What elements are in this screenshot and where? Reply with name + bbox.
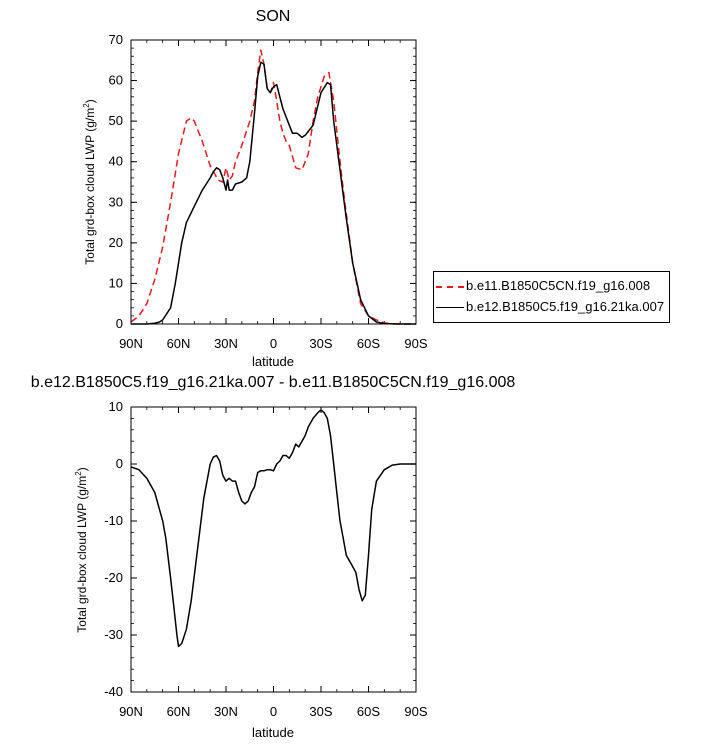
bottom-y-ticks: -40 -30 -20 -10 0 10 xyxy=(104,399,416,699)
top-x-axis-label: latitude xyxy=(252,354,294,369)
bottom-series-group xyxy=(130,409,416,648)
y-tick-label: 10 xyxy=(109,399,123,414)
top-series-line-0 xyxy=(130,49,416,325)
top-y-axis-label: Total grd-box cloud LWP (g/m2) xyxy=(82,99,97,264)
x-tick-label: 30S xyxy=(309,704,332,719)
x-tick-label: 30N xyxy=(214,704,238,719)
x-tick-label: 30S xyxy=(309,336,332,351)
top-plot-frame xyxy=(130,39,417,325)
bottom-x-axis-label: latitude xyxy=(252,725,294,740)
x-tick-label: 60S xyxy=(357,704,380,719)
y-tick-label: 30 xyxy=(109,194,123,209)
x-tick-label: 90S xyxy=(404,336,427,351)
y-tick-label: -30 xyxy=(104,627,123,642)
legend-item-b-e11: b.e11.B1850C5CN.f19_g16.008 xyxy=(434,276,667,296)
y-tick-label: 60 xyxy=(109,73,123,88)
bottom-series-line-0 xyxy=(130,409,416,648)
x-tick-label: 90S xyxy=(404,704,427,719)
bottom-y-axis-label: Total grd-box cloud LWP (g/m2) xyxy=(74,467,89,632)
top-series-line-1 xyxy=(131,61,416,325)
x-tick-label: 90N xyxy=(119,704,143,719)
bottom-chart-title: b.e12.B1850C5.f19_g16.21ka.007 - b.e11.B… xyxy=(31,374,516,391)
y-tick-label: 10 xyxy=(109,275,123,290)
y-tick-label: 20 xyxy=(109,235,123,250)
x-tick-label: 90N xyxy=(119,336,143,351)
x-tick-label: 0 xyxy=(270,336,277,351)
y-tick-label: -10 xyxy=(104,513,123,528)
y-tick-label: 0 xyxy=(116,316,123,331)
legend: b.e11.B1850C5CN.f19_g16.008 b.e12.B1850C… xyxy=(433,271,670,323)
bottom-plot-frame xyxy=(130,406,417,693)
y-tick-label: 70 xyxy=(109,32,123,47)
x-tick-label: 60S xyxy=(357,336,380,351)
legend-label-b-e11: b.e11.B1850C5CN.f19_g16.008 xyxy=(466,278,651,293)
legend-swatch-solid-black xyxy=(436,307,464,308)
bottom-chart-panel: b.e12.B1850C5.f19_g16.21ka.007 - b.e11.B… xyxy=(31,374,516,740)
top-series-group xyxy=(130,49,416,325)
y-tick-label: 40 xyxy=(109,154,123,169)
x-tick-label: 60N xyxy=(167,336,191,351)
x-tick-label: 60N xyxy=(167,704,191,719)
top-y-ticks: 0 10 20 30 40 50 60 70 xyxy=(109,32,416,331)
y-tick-label: 50 xyxy=(109,113,123,128)
y-tick-label: -40 xyxy=(104,684,123,699)
top-chart-title: SON xyxy=(256,8,291,25)
top-x-ticks: 90N 60N 30N 0 30S 60S 90S xyxy=(119,40,428,351)
y-tick-label: 0 xyxy=(116,456,123,471)
legend-item-b-e12: b.e12.B1850C5.f19_g16.21ka.007 xyxy=(434,297,667,317)
y-tick-label: -20 xyxy=(104,570,123,585)
x-tick-label: 0 xyxy=(270,704,277,719)
bottom-x-ticks: 90N 60N 30N 0 30S 60S 90S xyxy=(119,407,428,719)
legend-label-b-e12: b.e12.B1850C5.f19_g16.21ka.007 xyxy=(466,299,665,314)
x-tick-label: 30N xyxy=(214,336,238,351)
legend-swatch-dashed-red xyxy=(436,286,464,288)
